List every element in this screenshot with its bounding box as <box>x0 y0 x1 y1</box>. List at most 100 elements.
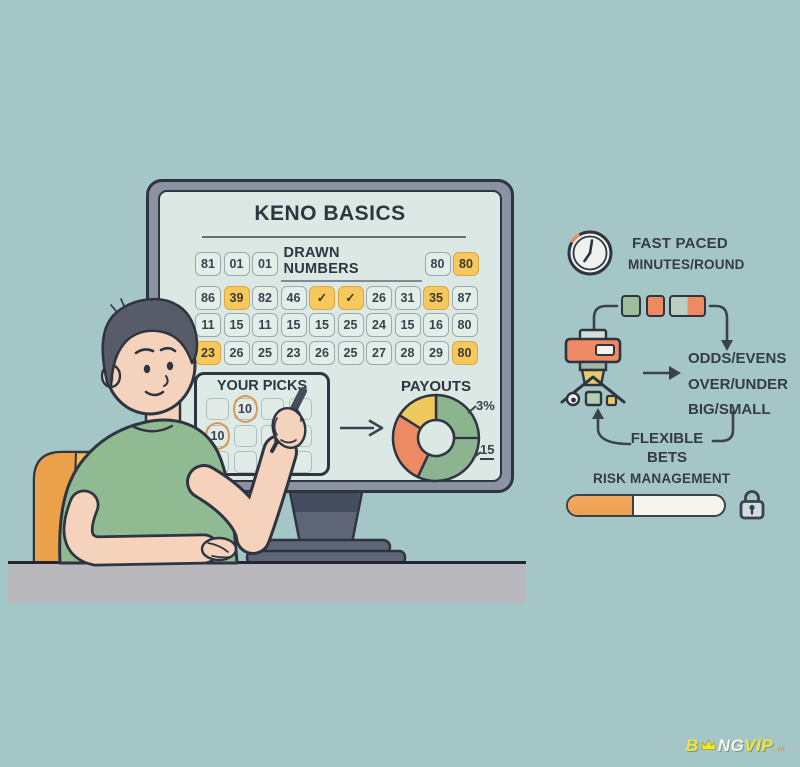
keno-cell: 81 <box>195 251 221 276</box>
eyebrow-left <box>134 348 155 355</box>
drawn-numbers-label: DRAWN NUMBERS <box>280 245 422 282</box>
connector-squares-to-bets <box>708 304 729 343</box>
logo-letters-ng: NG <box>717 736 745 755</box>
keno-cell: 26 <box>309 340 335 365</box>
donut-slice-orange <box>391 413 430 479</box>
keno-basics-title: KENO BASICS <box>254 202 406 225</box>
hair <box>101 297 199 388</box>
keno-cell: 80 <box>424 251 451 276</box>
keno-cell-highlighted: 35 <box>423 285 449 310</box>
keno-cell-highlighted: 80 <box>453 251 479 276</box>
keno-cell: 29 <box>423 340 449 365</box>
desk <box>8 561 526 603</box>
keno-cell: 15 <box>223 313 250 338</box>
bet-square-split <box>669 295 706 317</box>
fast-paced-label: FAST PACED <box>632 235 728 252</box>
flexible-line: FLEXIBLE <box>630 430 704 447</box>
payout-callout-top: 3% <box>476 398 495 413</box>
callout-line-bottom <box>472 451 482 459</box>
connector-machine-to-squares <box>592 304 619 339</box>
arrow-right-icon <box>669 366 681 380</box>
keno-cell: 25 <box>337 340 364 365</box>
eyebrow-right <box>159 346 177 353</box>
lock-icon <box>739 490 765 520</box>
eye-right <box>166 361 174 371</box>
minutes-round-label: MINUTES/ROUND <box>628 257 745 272</box>
keno-cell: 46 <box>280 285 307 310</box>
right-hand <box>271 407 307 449</box>
keno-cell: 80 <box>451 313 478 338</box>
payouts-title: PAYOUTS <box>400 378 472 395</box>
bongvip-logo: B NG VIP .in <box>686 736 785 756</box>
keno-cell: 15 <box>394 313 421 338</box>
keno-cell: 11 <box>252 313 278 338</box>
keno-cell-checkmark: ✓ <box>309 285 335 310</box>
pick-cell-selected: 10 <box>232 395 258 423</box>
keno-cell: 28 <box>394 340 421 365</box>
keno-cell: 11 <box>195 313 221 338</box>
payout-callout-bottom-text: 15 <box>480 442 495 460</box>
keno-cell: 16 <box>423 313 449 338</box>
keno-cell: 25 <box>252 340 278 365</box>
keno-cell: 25 <box>337 313 364 338</box>
callout-line-top <box>467 405 477 414</box>
left-fingers <box>207 542 231 559</box>
keno-cell-highlighted: 23 <box>195 340 221 365</box>
donut-slice-yellow <box>398 393 438 430</box>
mouth-smile <box>144 390 165 397</box>
bet-square-orange <box>646 295 665 317</box>
nose <box>163 375 169 387</box>
keno-cell: 15 <box>309 313 335 338</box>
left-arm <box>65 492 217 564</box>
payouts-donut-chart <box>391 393 482 483</box>
logo-suffix: .in <box>775 744 786 753</box>
right-fingers <box>273 408 302 444</box>
risk-progress-bar <box>566 494 726 517</box>
keno-row: 81 01 01 DRAWN NUMBERS 80 80 <box>195 245 479 282</box>
pen-tip <box>270 438 280 453</box>
person <box>58 297 307 567</box>
risk-management-label: RISK MANAGEMENT <box>593 471 731 486</box>
keno-cell: 86 <box>195 285 221 310</box>
connector-flexible-to-machine <box>596 415 632 446</box>
pick-cell <box>206 398 229 420</box>
payout-callout-bottom: 15 <box>480 442 495 460</box>
bet-option-big-small: BIG/SMALL <box>688 401 771 418</box>
payout-callout-top-text: 3% <box>476 398 495 413</box>
arrow-up-icon <box>592 408 604 419</box>
keno-row: 11 15 11 15 15 25 24 15 16 80 <box>195 313 479 338</box>
keno-machine-icon <box>560 328 626 407</box>
logo-letter-b: B <box>686 736 699 755</box>
bet-square-green <box>621 295 641 317</box>
drawn-numbers-grid: 81 01 01 DRAWN NUMBERS 80 80 86 39 82 46… <box>195 245 479 368</box>
hair-tuft <box>110 298 125 312</box>
keno-cell: 87 <box>451 285 478 310</box>
logo-letters-vip: VIP <box>744 736 774 755</box>
keno-cell: 27 <box>366 340 392 365</box>
arrow-down-icon <box>721 340 733 351</box>
pick-cell <box>233 451 257 473</box>
bet-option-over-under: OVER/UNDER <box>688 375 789 393</box>
keno-row: 86 39 82 46 ✓ ✓ 26 31 35 87 <box>195 285 479 310</box>
keno-cell: 01 <box>252 251 278 276</box>
flexible-bets-label: FLEXIBLE BETS <box>620 429 714 467</box>
keno-cell-checkmark: ✓ <box>337 285 364 310</box>
keno-cell: 01 <box>223 251 250 276</box>
keno-cell: 31 <box>394 285 421 310</box>
keno-cell: 26 <box>223 340 250 365</box>
right-arm <box>189 437 295 552</box>
right-arrow-icon <box>340 419 384 437</box>
eye-left <box>143 364 151 374</box>
keno-cell: 26 <box>366 285 392 310</box>
shirt-collar <box>132 424 174 433</box>
risk-progress-fill <box>568 496 634 515</box>
donut-slice-green <box>416 393 481 483</box>
title-divider <box>202 236 466 238</box>
pick-cell <box>233 424 257 447</box>
keno-row: 23 26 25 23 26 25 27 28 29 80 <box>195 340 479 365</box>
head <box>100 297 199 416</box>
